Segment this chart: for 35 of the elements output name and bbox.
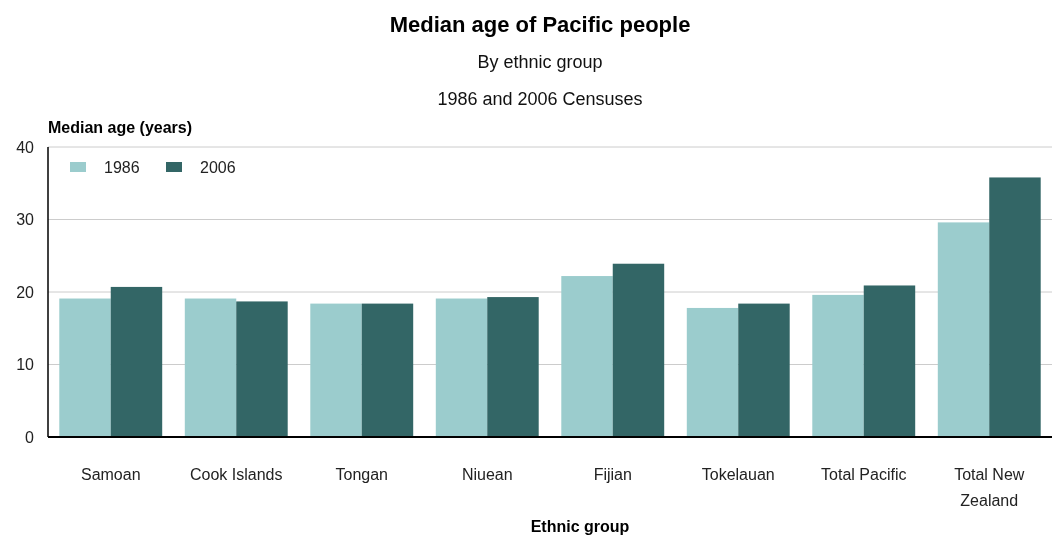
x-tick-label: Total New Zealand (954, 466, 1025, 509)
bar (310, 303, 362, 437)
x-tick-label: Total Pacific (821, 466, 907, 483)
bar (435, 298, 488, 437)
x-tick-label: Tokelauan (701, 466, 775, 483)
x-tick-label: Niuean (461, 466, 513, 483)
legend-label: 1986 (104, 158, 140, 176)
bar (361, 303, 414, 437)
y-tick-label: 30 (16, 211, 35, 229)
bar (487, 297, 539, 437)
x-tick-label: Tongan (335, 466, 388, 483)
bar (184, 298, 237, 437)
bar (937, 222, 990, 437)
bar (561, 276, 613, 437)
bar (236, 301, 288, 437)
y-tick-label: 10 (16, 356, 35, 374)
x-axis-title: Ethnic group (530, 518, 630, 535)
x-tick-label: Samoan (80, 466, 141, 483)
bar (989, 177, 1041, 437)
bar (110, 286, 163, 437)
bar (686, 307, 739, 437)
y-tick-label: 0 (25, 428, 35, 446)
legend-label: 2006 (200, 158, 236, 176)
bar (738, 303, 790, 437)
bar (812, 294, 864, 437)
bar (612, 263, 665, 437)
chart-subtitle: By ethnic group 1986 and 2006 Censuses (437, 52, 643, 109)
x-tick-label: Cook Islands (190, 466, 283, 483)
y-axis-title: Median age (years) (48, 119, 193, 136)
chart-title: Median age of Pacific people (389, 12, 691, 37)
bar (863, 285, 916, 437)
bar (59, 298, 111, 437)
y-tick-label: 40 (16, 138, 35, 156)
x-tick-label: Fijian (593, 466, 632, 483)
y-tick-label: 20 (16, 283, 35, 301)
